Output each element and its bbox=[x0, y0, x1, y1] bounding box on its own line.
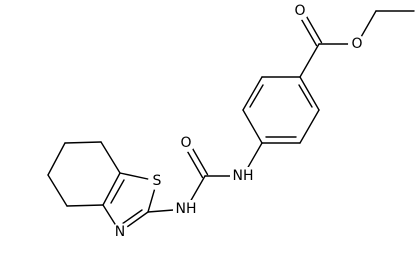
bond bbox=[242, 76, 263, 111]
atom-labels: O O NH O NH S N bbox=[111, 2, 366, 241]
bond bbox=[102, 172, 121, 206]
atom-label: O bbox=[294, 3, 305, 19]
bond bbox=[47, 174, 68, 207]
bond bbox=[249, 84, 264, 108]
atom-label: S bbox=[153, 173, 162, 189]
atom-label: O bbox=[180, 135, 191, 151]
bond bbox=[110, 179, 125, 204]
bond bbox=[242, 109, 263, 144]
atom-label: O bbox=[351, 36, 362, 52]
atom-label: NH bbox=[233, 168, 254, 184]
bond bbox=[100, 141, 121, 174]
bond bbox=[299, 109, 320, 144]
bond bbox=[64, 141, 102, 144]
atom-label: NH bbox=[176, 201, 197, 217]
atom-label: N bbox=[115, 224, 125, 240]
bond bbox=[66, 204, 104, 207]
bond bbox=[298, 84, 313, 108]
bond bbox=[47, 142, 66, 176]
bonds bbox=[47, 8, 415, 233]
bond bbox=[299, 76, 320, 111]
bond bbox=[121, 209, 143, 225]
bond bbox=[299, 43, 320, 78]
